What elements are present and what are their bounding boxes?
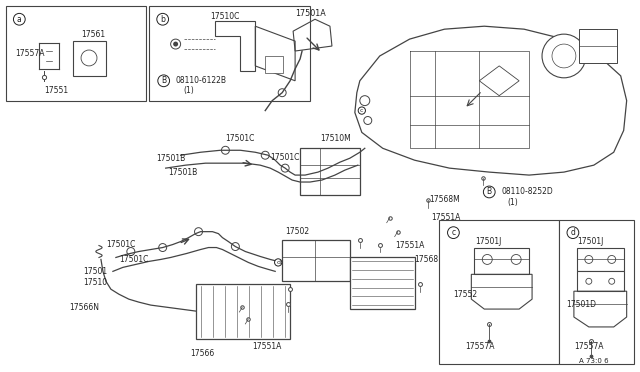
Text: 17568M: 17568M xyxy=(429,195,460,204)
Text: c: c xyxy=(451,228,456,237)
Text: 17501B: 17501B xyxy=(156,154,185,163)
Bar xyxy=(559,220,634,364)
Circle shape xyxy=(552,44,576,68)
Text: 17551A: 17551A xyxy=(396,241,425,250)
Text: 17566: 17566 xyxy=(190,349,214,358)
Text: b: b xyxy=(160,15,165,24)
Text: 17557A: 17557A xyxy=(465,342,495,351)
Bar xyxy=(6,6,146,101)
Text: (1): (1) xyxy=(507,198,518,207)
Text: 17551A: 17551A xyxy=(431,213,461,222)
Bar xyxy=(265,56,283,73)
Circle shape xyxy=(511,254,521,264)
Text: a: a xyxy=(17,15,22,24)
Text: 17551: 17551 xyxy=(44,86,68,95)
Text: B: B xyxy=(161,76,166,85)
Bar xyxy=(73,41,106,76)
Text: 17557A: 17557A xyxy=(15,49,45,58)
Text: 17501J: 17501J xyxy=(476,237,502,246)
Bar xyxy=(577,247,623,271)
Circle shape xyxy=(281,164,289,172)
Text: d: d xyxy=(276,260,280,265)
Text: 17501C: 17501C xyxy=(270,153,300,162)
Text: 17510M: 17510M xyxy=(320,134,351,143)
Circle shape xyxy=(81,50,97,66)
Text: A 73:0 6: A 73:0 6 xyxy=(579,358,609,364)
Text: c: c xyxy=(360,108,364,113)
Text: d: d xyxy=(570,228,575,237)
Text: 17510: 17510 xyxy=(83,278,107,287)
Circle shape xyxy=(585,256,593,263)
Circle shape xyxy=(364,116,372,125)
Circle shape xyxy=(173,42,178,46)
Bar xyxy=(300,148,360,195)
Circle shape xyxy=(232,243,239,250)
Circle shape xyxy=(261,151,269,159)
Text: 17557A: 17557A xyxy=(574,342,604,351)
Circle shape xyxy=(159,244,166,251)
Text: 08110-8252D: 08110-8252D xyxy=(501,187,553,196)
Bar xyxy=(282,240,350,281)
Text: 17501A: 17501A xyxy=(294,9,325,18)
Circle shape xyxy=(542,34,586,78)
Text: 17501C: 17501C xyxy=(119,255,148,264)
Bar xyxy=(577,271,623,291)
Circle shape xyxy=(127,247,135,256)
Text: 17501: 17501 xyxy=(83,267,107,276)
Text: 17501B: 17501B xyxy=(169,168,198,177)
Text: 17501D: 17501D xyxy=(566,299,596,309)
Text: 17510C: 17510C xyxy=(211,12,240,21)
Bar xyxy=(440,220,559,364)
Text: 17501C: 17501C xyxy=(106,240,135,249)
Circle shape xyxy=(221,146,229,154)
Circle shape xyxy=(483,254,492,264)
Bar xyxy=(148,6,310,101)
Circle shape xyxy=(586,278,592,284)
Text: 17568: 17568 xyxy=(415,255,438,264)
Text: 17501C: 17501C xyxy=(225,134,255,143)
Circle shape xyxy=(195,228,202,235)
Circle shape xyxy=(608,256,616,263)
Bar xyxy=(350,257,415,309)
Circle shape xyxy=(609,278,614,284)
Bar xyxy=(579,29,617,63)
Circle shape xyxy=(278,89,286,97)
Text: 17561: 17561 xyxy=(81,30,105,39)
Text: 17566N: 17566N xyxy=(69,302,99,312)
Text: B: B xyxy=(486,187,492,196)
Circle shape xyxy=(360,96,370,106)
Circle shape xyxy=(171,39,180,49)
Bar xyxy=(196,284,290,339)
Text: (1): (1) xyxy=(184,86,195,95)
Bar xyxy=(474,247,529,274)
Text: 17551A: 17551A xyxy=(252,342,282,351)
Text: 17502: 17502 xyxy=(285,227,309,236)
Text: 17501J: 17501J xyxy=(577,237,604,246)
Text: 08110-6122B: 08110-6122B xyxy=(175,76,227,85)
Text: 17552: 17552 xyxy=(453,290,477,299)
